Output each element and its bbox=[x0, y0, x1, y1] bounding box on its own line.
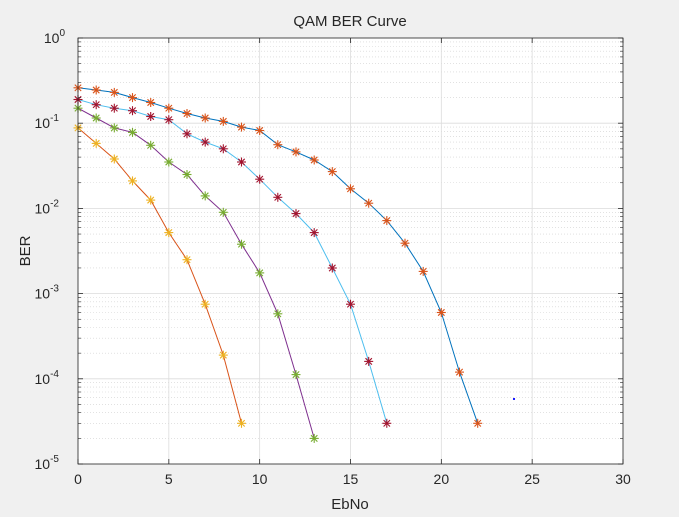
series-3-marker bbox=[218, 144, 228, 154]
series-2-marker bbox=[255, 268, 265, 278]
series-3-marker bbox=[200, 137, 210, 147]
series-4-marker bbox=[291, 147, 301, 157]
series-2-marker bbox=[91, 113, 101, 123]
series-4-marker bbox=[473, 418, 483, 428]
x-tick-labels: 0 5 10 15 20 25 30 bbox=[74, 471, 631, 487]
series-3-marker bbox=[346, 299, 355, 309]
x-tick-label: 30 bbox=[615, 471, 631, 487]
chart-title: QAM BER Curve bbox=[293, 13, 406, 30]
series-3-marker bbox=[128, 106, 137, 116]
series-3-marker bbox=[273, 192, 283, 202]
series-2-marker bbox=[146, 140, 156, 150]
y-axis-label: BER bbox=[17, 235, 34, 266]
x-axis-label: EbNo bbox=[331, 496, 369, 513]
series-1-marker bbox=[109, 154, 119, 164]
series-1-marker bbox=[128, 176, 137, 186]
series-3-marker bbox=[382, 418, 392, 428]
series-2-marker bbox=[309, 433, 319, 443]
series-4-marker bbox=[164, 103, 174, 113]
x-tick-label: 15 bbox=[343, 471, 359, 487]
series-3-marker bbox=[309, 228, 319, 238]
series-2-marker bbox=[237, 239, 246, 249]
series-4-marker bbox=[146, 98, 156, 107]
series-4-marker bbox=[436, 308, 446, 317]
x-tick-label: 5 bbox=[165, 471, 173, 487]
y-tick-label: 10-4 bbox=[35, 369, 60, 387]
series-4-marker bbox=[273, 140, 283, 150]
series-2-line bbox=[77, 107, 315, 439]
series-2-marker bbox=[128, 127, 137, 137]
series-1-marker bbox=[146, 195, 156, 205]
x-tick-label: 25 bbox=[524, 471, 540, 487]
series-1-marker bbox=[182, 255, 192, 265]
series-2-marker bbox=[273, 309, 283, 319]
series-3-marker bbox=[255, 174, 265, 184]
series-4-marker bbox=[309, 155, 319, 165]
series-1-line bbox=[77, 127, 242, 424]
stray-data-point bbox=[512, 397, 516, 401]
series-1-marker bbox=[237, 418, 246, 428]
series-3-marker bbox=[327, 263, 337, 273]
series-3-marker bbox=[364, 356, 374, 366]
series-3-marker bbox=[109, 103, 119, 113]
x-tick-label: 20 bbox=[434, 471, 450, 487]
y-tick-label: 10-2 bbox=[35, 198, 60, 216]
y-tick-labels: 10-5 10-4 10-3 10-2 10-1 100 bbox=[35, 28, 66, 472]
x-tick-label: 0 bbox=[74, 471, 82, 487]
series-4-marker bbox=[382, 216, 392, 226]
series-4-marker bbox=[200, 113, 210, 123]
x-tick-label: 10 bbox=[252, 471, 268, 487]
y-tick-label: 10-1 bbox=[35, 113, 60, 131]
y-tick-label: 10-3 bbox=[35, 284, 60, 302]
series-4-marker bbox=[364, 198, 374, 208]
series-2-marker bbox=[164, 157, 174, 167]
series-3-marker bbox=[182, 129, 192, 139]
series-1-marker bbox=[164, 228, 174, 238]
series-3-marker bbox=[291, 209, 301, 219]
series-3-marker bbox=[164, 115, 174, 125]
series-2-marker bbox=[200, 191, 210, 201]
series-markers bbox=[73, 83, 516, 443]
series-4-marker bbox=[327, 167, 337, 177]
y-tick-label: 100 bbox=[44, 28, 66, 46]
series-4-marker bbox=[418, 266, 428, 276]
series-4-marker bbox=[255, 126, 265, 135]
series-1-marker bbox=[200, 299, 210, 309]
y-tick-label: 10-5 bbox=[35, 454, 60, 472]
series-4-marker bbox=[128, 93, 137, 103]
series-4-marker bbox=[182, 109, 192, 118]
series-4-marker bbox=[91, 85, 101, 95]
series-3-marker bbox=[91, 100, 101, 110]
series-1-marker bbox=[91, 138, 101, 148]
series-2-marker bbox=[109, 123, 119, 133]
series-2-marker bbox=[182, 170, 192, 179]
series-4-marker bbox=[109, 87, 119, 97]
series-1-marker bbox=[218, 350, 228, 360]
series-4-marker bbox=[218, 116, 228, 126]
series-3-marker bbox=[146, 112, 156, 121]
series-4-marker bbox=[237, 122, 246, 132]
series-3-marker bbox=[237, 157, 246, 167]
axis-ticks bbox=[77, 37, 624, 465]
series-2-marker bbox=[291, 370, 301, 380]
series-4-marker bbox=[455, 367, 464, 377]
series-4-marker bbox=[346, 184, 355, 194]
series-2-marker bbox=[218, 207, 228, 217]
series-4-marker bbox=[400, 238, 410, 248]
